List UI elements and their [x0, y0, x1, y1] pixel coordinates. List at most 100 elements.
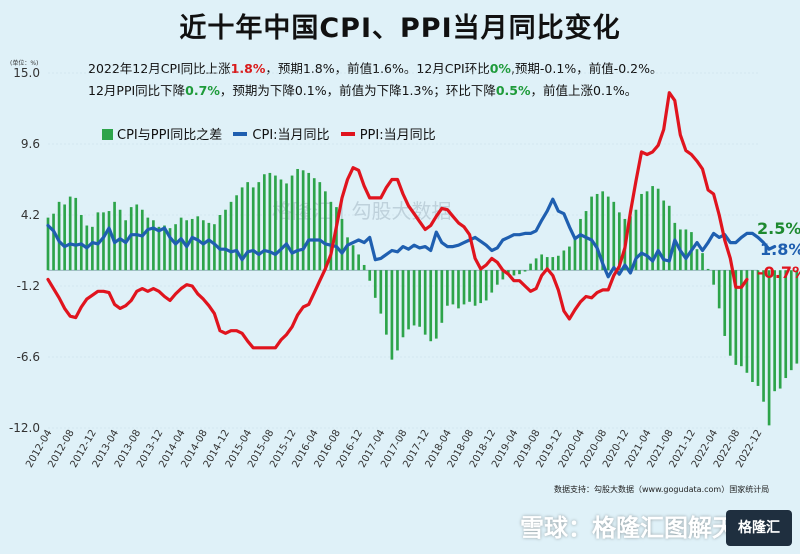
bar — [612, 201, 616, 271]
bar — [285, 183, 288, 271]
note-text: 12月PPI同比下降 — [88, 83, 186, 98]
bar — [584, 211, 588, 271]
bar — [568, 246, 571, 271]
bar — [74, 197, 78, 271]
bar — [335, 207, 338, 271]
bar — [601, 191, 605, 271]
bar — [795, 270, 799, 364]
y-tick-label: 9.6 — [21, 137, 40, 151]
bar — [157, 226, 161, 271]
bar — [396, 270, 399, 351]
bar — [717, 270, 721, 309]
bar — [262, 174, 266, 271]
bar — [751, 270, 754, 382]
bar — [590, 196, 593, 271]
end-label-ppi: -0.7% — [757, 263, 800, 282]
footer-watermark: 雪球：格隆汇图解天下 — [520, 514, 760, 542]
bar — [767, 270, 771, 426]
bar — [523, 270, 527, 272]
bar — [656, 188, 660, 271]
bar — [351, 245, 355, 271]
bar — [207, 222, 211, 271]
cpi-line — [46, 197, 777, 279]
bar — [390, 270, 394, 360]
bar — [135, 204, 139, 271]
bar — [684, 229, 688, 271]
legend-item-cpi: CPI:当月同比 — [233, 124, 330, 143]
bar — [429, 270, 433, 342]
bar — [113, 201, 116, 271]
bar — [46, 217, 50, 271]
bar — [279, 179, 283, 271]
bar — [468, 270, 471, 302]
y-axis-unit: (单位：%) — [10, 60, 39, 67]
note-text: ，预期为下降0.1%，前值为下降1.3%；环比下降 — [219, 83, 496, 98]
bar — [518, 270, 521, 275]
bar — [257, 182, 261, 271]
y-tick-label: -12.0 — [9, 421, 40, 435]
bar — [651, 186, 654, 271]
bar — [451, 270, 455, 305]
bar — [412, 270, 416, 326]
bar — [462, 270, 466, 305]
chart-title: 近十年中国CPI、PPI当月同比变化 — [179, 13, 621, 44]
note-value-ppi-yoy: 0.7% — [185, 83, 220, 98]
y-tick-label: 4.2 — [21, 208, 40, 222]
note-text: ,预期-0.1%，前值-0.2%。 — [510, 61, 663, 76]
bar — [301, 170, 305, 271]
bar — [740, 270, 743, 367]
bar — [246, 182, 250, 271]
bar — [617, 212, 621, 271]
legend-swatch-ppi — [340, 132, 355, 136]
note-value-cpi-mom: 0% — [489, 61, 511, 76]
y-tick-label: -6.6 — [17, 350, 40, 364]
bar — [52, 213, 55, 271]
bar — [545, 257, 549, 271]
bar — [129, 207, 133, 271]
ppi-line — [46, 91, 749, 350]
bar — [712, 270, 715, 285]
note-line-ppi: 12月PPI同比下降0.7%，预期为下降0.1%，前值为下降1.3%；环比下降0… — [88, 80, 637, 99]
bar — [268, 172, 272, 271]
bar — [168, 228, 172, 271]
note-text: ，预期1.8%，前值1.6%。12月CPI环比 — [265, 61, 490, 76]
bar — [240, 187, 244, 271]
bar — [706, 268, 710, 271]
bar — [490, 270, 494, 293]
bar — [357, 254, 360, 271]
bar — [213, 224, 216, 271]
bar — [423, 270, 427, 335]
bar — [701, 253, 704, 271]
bar — [296, 168, 299, 271]
bar — [484, 270, 488, 301]
bar — [728, 270, 732, 356]
end-label-cpi: 1.8% — [760, 240, 800, 259]
bar — [57, 201, 61, 271]
bar — [562, 250, 566, 271]
bar — [346, 237, 349, 271]
bar — [174, 224, 177, 271]
legend-label-ppi: PPI:当月同比 — [359, 128, 436, 143]
bar — [340, 218, 344, 271]
bar — [440, 270, 444, 323]
legend: CPI与PPI同比之差 CPI:当月同比 PPI:当月同比 — [102, 124, 443, 143]
bar — [235, 195, 238, 271]
legend-swatch-bar — [102, 129, 113, 140]
legend-item-diff: CPI与PPI同比之差 — [102, 124, 222, 143]
bar — [734, 270, 738, 365]
y-tick-label: 15.0 — [13, 66, 40, 80]
bar — [573, 236, 577, 271]
bar — [629, 216, 632, 271]
bar — [634, 209, 638, 271]
bar — [595, 193, 599, 271]
bar — [762, 270, 765, 402]
bar — [540, 254, 544, 271]
source-note: 数据支持：勾股大数据（www.gogudata.com）国家统计局 — [554, 485, 770, 494]
bar — [579, 218, 582, 271]
bar — [773, 270, 776, 392]
note-value-ppi-mom: 0.5% — [495, 83, 531, 98]
bar — [407, 270, 410, 330]
y-tick-label: -1.2 — [17, 279, 40, 293]
bar — [501, 270, 505, 280]
